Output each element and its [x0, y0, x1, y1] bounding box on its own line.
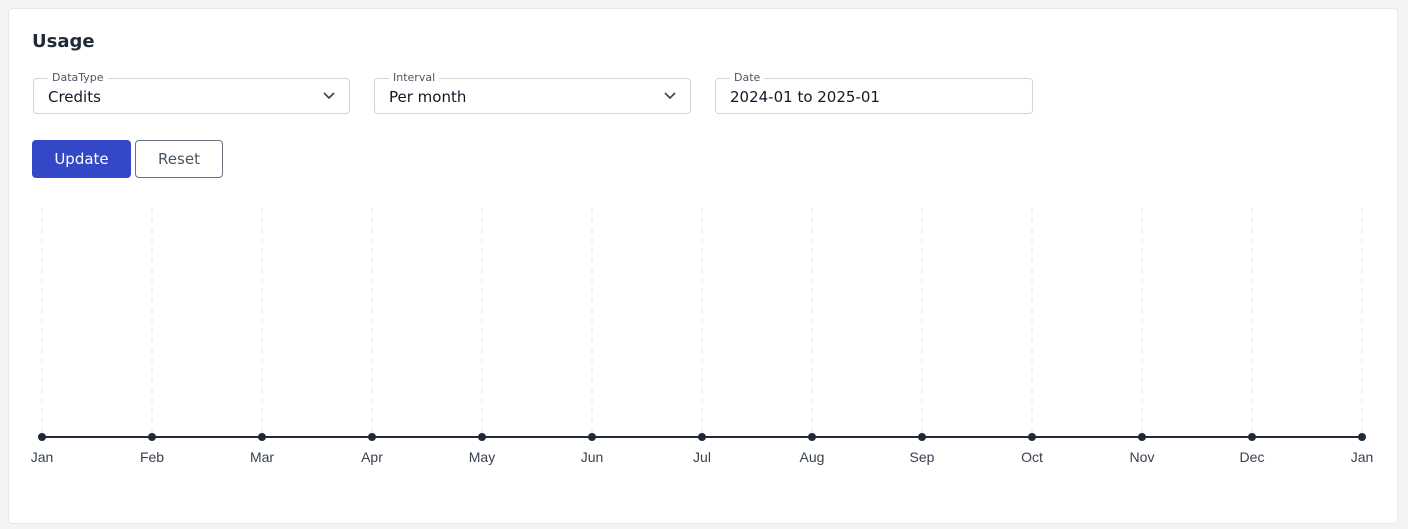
date-input[interactable]: Date 2024-01 to 2025-01	[715, 71, 1033, 114]
datatype-select[interactable]: DataType Credits	[33, 71, 350, 114]
x-tick-label: Aug	[800, 449, 825, 465]
point	[148, 433, 156, 441]
x-tick-label: Jun	[581, 449, 604, 465]
x-tick-label: May	[469, 449, 495, 465]
field-value: Credits	[48, 88, 101, 106]
point	[1248, 433, 1256, 441]
point	[588, 433, 596, 441]
reset-button[interactable]: Reset	[135, 140, 223, 178]
point	[698, 433, 706, 441]
x-tick-label: Apr	[361, 449, 383, 465]
field-label: DataType	[48, 71, 108, 84]
x-tick-label: Nov	[1130, 449, 1155, 465]
interval-select[interactable]: Interval Per month	[374, 71, 691, 114]
x-tick-label: Feb	[140, 449, 164, 465]
point	[808, 433, 816, 441]
x-tick-label: Dec	[1240, 449, 1265, 465]
chevron	[664, 92, 676, 100]
chart: Jan Feb Mar Apr May Jun Jul Aug Sep Oct Nov Dec Jan	[31, 208, 1374, 465]
x-tick-label: Jul	[693, 449, 711, 465]
point	[1138, 433, 1146, 441]
point	[38, 433, 46, 441]
field-value: Per month	[389, 88, 467, 106]
x-tick-label: Oct	[1021, 449, 1043, 465]
x-tick-label: Sep	[910, 449, 935, 465]
x-tick-label: Mar	[250, 449, 274, 465]
update-button[interactable]: Update	[32, 140, 131, 178]
field-label: Interval	[389, 71, 440, 84]
x-tick-label: Jan	[1351, 449, 1374, 465]
point	[258, 433, 266, 441]
point	[368, 433, 376, 441]
point	[918, 433, 926, 441]
card-title: Usage	[32, 31, 95, 52]
point	[1358, 433, 1366, 441]
point	[478, 433, 486, 441]
point	[1028, 433, 1036, 441]
field-value: 2024-01 to 2025-01	[730, 88, 880, 106]
x-tick-label: Jan	[31, 449, 54, 465]
field-label: Date	[730, 71, 765, 84]
chevron	[323, 92, 335, 100]
